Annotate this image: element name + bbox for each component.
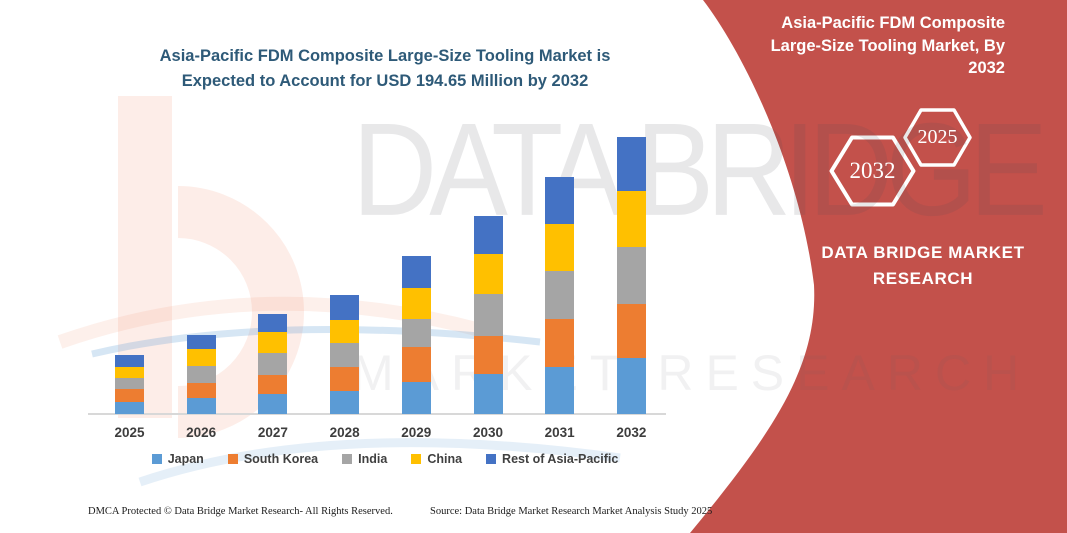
bar-2028-india <box>330 342 360 368</box>
x-axis-label-2032: 2032 <box>616 425 647 440</box>
legend-label: Rest of Asia-Pacific <box>502 452 619 466</box>
bar-2030-china <box>473 253 503 294</box>
bar-2026-india <box>186 365 216 383</box>
brand-name: DATA BRIDGE MARKET RESEARCH <box>798 240 1048 292</box>
panel-title-line-1: Asia-Pacific FDM Composite <box>781 14 1005 32</box>
bar-2030-rest-of-asia-pacific <box>473 216 503 254</box>
chart-title-line-1: Asia-Pacific FDM Composite Large-Size To… <box>159 47 611 65</box>
bar-2027-china <box>258 332 288 354</box>
panel-title-line-2: Large-Size Tooling Market, By <box>770 36 1005 55</box>
bar-2032-japan <box>616 358 646 414</box>
legend-label: Japan <box>167 452 204 466</box>
x-axis-label-2025: 2025 <box>114 425 145 440</box>
legend: Japan South Korea India China Rest of Asia-P… <box>105 452 665 466</box>
legend-item-india: India <box>342 452 387 466</box>
bar-2028-japan <box>330 390 360 414</box>
red-panel-shape <box>690 0 1067 533</box>
bar-2031-india <box>545 270 575 319</box>
bar-2032-india <box>616 246 646 304</box>
bar-2027-rest-of-asia-pacific <box>258 313 288 333</box>
footer-source: Source: Data Bridge Market Research Mark… <box>430 506 713 517</box>
watermark-data-bridge: DATA BRIDGE <box>352 96 1048 244</box>
x-axis-label-2027: 2027 <box>257 425 288 440</box>
bar-2027-south-korea <box>258 374 288 394</box>
bar-2031-rest-of-asia-pacific <box>545 177 575 224</box>
bar-2025-india <box>115 378 144 389</box>
brand-line-1: DATA BRIDGE MARKET <box>821 243 1025 262</box>
logo-blue-swoosh <box>91 326 541 358</box>
legend-item-china: China <box>411 452 462 466</box>
legend-label: South Korea <box>243 452 319 466</box>
bar-2029-rest-of-asia-pacific <box>401 255 431 288</box>
bar-2029-south-korea <box>401 347 431 383</box>
panel-title-line-3: 2032 <box>968 59 1005 77</box>
hexagon-2025-outline <box>903 108 972 167</box>
bar-2025-south-korea <box>115 388 144 403</box>
bar-2026-south-korea <box>186 382 216 398</box>
bar-2028-rest-of-asia-pacific <box>330 294 360 320</box>
bar-2025-china <box>115 366 144 379</box>
chart-title-line-2: Expected to Account for USD 194.65 Milli… <box>181 72 589 90</box>
legend-swatch-icon <box>342 454 353 464</box>
x-axis-label-2028: 2028 <box>329 425 360 440</box>
legend-label: China <box>427 452 463 466</box>
brand-line-2: RESEARCH <box>872 269 974 288</box>
legend-item-south-korea: South Korea <box>227 452 319 466</box>
bar-2029-japan <box>401 382 431 414</box>
hexagon-2032-outline <box>829 135 916 207</box>
hexagon-2032-label: 2032 <box>849 158 896 183</box>
bar-2029-china <box>401 287 431 320</box>
bar-2032-china <box>616 191 646 247</box>
bar-2027-japan <box>258 393 288 414</box>
bar-2031-china <box>545 223 575 271</box>
bar-2025-japan <box>115 402 144 414</box>
bar-2032-rest-of-asia-pacific <box>616 137 646 192</box>
watermark-market-research: MARKET RESEARCH <box>352 345 1032 401</box>
bar-2026-rest-of-asia-pacific <box>186 335 216 350</box>
x-axis-label-2030: 2030 <box>472 425 504 440</box>
bar-2026-china <box>186 349 216 366</box>
legend-swatch-icon <box>486 454 497 464</box>
bar-2030-south-korea <box>473 335 503 374</box>
legend-swatch-icon <box>411 454 422 464</box>
x-axis-label-2029: 2029 <box>401 425 432 440</box>
bar-2031-japan <box>545 366 575 414</box>
legend-swatch-icon <box>227 454 238 464</box>
bar-2029-india <box>401 319 431 348</box>
bar-2026-japan <box>186 397 216 414</box>
footer-dmca: DMCA Protected © Data Bridge Market Rese… <box>88 506 393 517</box>
x-axis-line <box>88 413 666 415</box>
x-axis-label-2026: 2026 <box>186 425 217 440</box>
bar-2028-south-korea <box>330 367 360 391</box>
x-axis-label-2031: 2031 <box>544 425 575 440</box>
hexagon-2025-label: 2025 <box>917 126 958 148</box>
bar-2030-india <box>473 293 503 336</box>
bar-2025-rest-of-asia-pacific <box>115 354 144 367</box>
bar-2027-india <box>258 353 288 375</box>
panel-title: Asia-Pacific FDM Composite Large-Size To… <box>735 12 1005 80</box>
legend-label: India <box>358 452 388 466</box>
legend-swatch-icon <box>151 454 162 464</box>
legend-item-japan: Japan <box>151 452 204 466</box>
chart-title: Asia-Pacific FDM Composite Large-Size To… <box>100 44 670 94</box>
bar-2032-south-korea <box>616 304 646 358</box>
bar-2031-south-korea <box>545 318 575 367</box>
logo-b-bowl <box>177 186 304 438</box>
bar-2030-japan <box>473 373 503 414</box>
logo-blue-swoosh-lower <box>138 438 621 487</box>
legend-item-rest-of-asia-pacific: Rest of Asia-Pacific <box>486 452 618 466</box>
bar-2028-china <box>330 319 360 343</box>
